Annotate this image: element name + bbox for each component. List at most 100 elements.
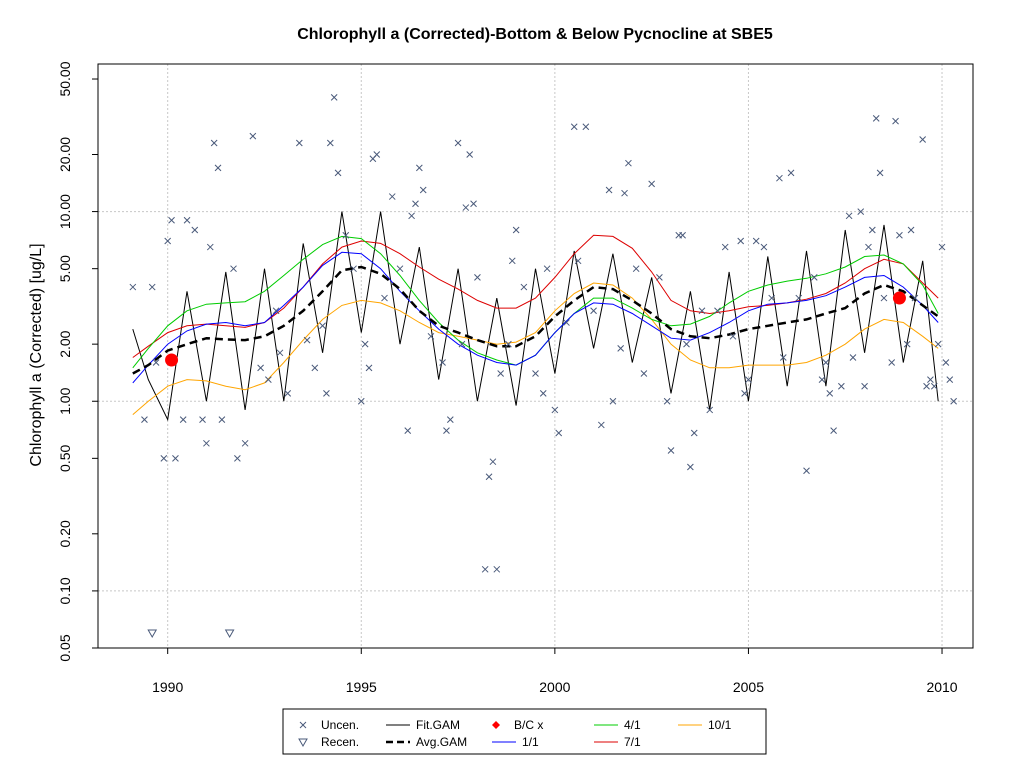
legend-label: B/C x bbox=[514, 718, 543, 732]
uncensored-point bbox=[427, 332, 435, 340]
uncensored-point bbox=[249, 132, 257, 140]
uncensored-point bbox=[481, 565, 489, 573]
uncensored-point bbox=[396, 265, 404, 273]
uncensored-point bbox=[760, 243, 768, 251]
y-axis-label: Chlorophyll a (Corrected) [ug/L] bbox=[28, 243, 45, 466]
uncensored-point bbox=[470, 200, 477, 208]
y-tick-label: 0.05 bbox=[57, 634, 73, 661]
uncensored-point bbox=[698, 307, 706, 315]
uncensored-point bbox=[454, 139, 462, 147]
uncensored-point bbox=[617, 345, 625, 352]
legend: Uncen. Recen. Fit.GAM Avg.GAM B/C x 1/1 4/1 7/1… bbox=[282, 708, 767, 755]
uncensored-point bbox=[919, 136, 927, 143]
legend-item: Uncen. bbox=[299, 718, 359, 732]
legend-label: 7/1 bbox=[624, 735, 641, 749]
uncensored-point bbox=[950, 397, 957, 405]
uncensored-point bbox=[419, 186, 427, 194]
uncensored-point bbox=[721, 243, 729, 251]
uncensored-point bbox=[485, 473, 493, 481]
uncensored-point bbox=[497, 370, 505, 377]
uncensored-point bbox=[868, 226, 876, 234]
uncensored-point bbox=[408, 212, 415, 220]
legend-item: 4/1 bbox=[594, 718, 641, 732]
legend-box bbox=[282, 708, 767, 755]
uncensored-point bbox=[462, 204, 470, 211]
uncensored-point bbox=[555, 429, 563, 437]
y-tick-label: 0.10 bbox=[57, 577, 73, 604]
uncensored-point bbox=[361, 340, 369, 348]
uncensored-point bbox=[609, 397, 617, 405]
uncensored-point bbox=[946, 376, 954, 383]
legend-label: 4/1 bbox=[624, 718, 641, 732]
uncensored-point bbox=[206, 243, 214, 251]
uncensored-point bbox=[830, 427, 837, 434]
uncensored-point bbox=[532, 370, 539, 377]
uncensored-point bbox=[605, 186, 613, 194]
uncensored-point bbox=[865, 243, 872, 251]
uncensored-point bbox=[164, 237, 172, 245]
uncensored-point bbox=[183, 216, 191, 224]
uncensored-point bbox=[849, 354, 857, 361]
x-tick-label: 2005 bbox=[733, 679, 764, 695]
uncensored-point bbox=[667, 447, 675, 454]
uncensored-point bbox=[265, 376, 272, 383]
y-tick-label: 0.50 bbox=[57, 445, 73, 472]
uncensored-point bbox=[582, 123, 590, 131]
uncensored-point bbox=[214, 164, 222, 172]
legend-symbol-x bbox=[299, 721, 307, 729]
uncensored-point bbox=[795, 294, 803, 302]
uncensored-point bbox=[152, 359, 160, 366]
uncensored-point bbox=[880, 294, 888, 302]
legend-item: 10/1 bbox=[678, 718, 732, 732]
uncensored-point bbox=[896, 231, 903, 239]
uncensored-point bbox=[640, 370, 648, 377]
uncensored-point bbox=[323, 390, 330, 397]
uncensored-point bbox=[810, 274, 818, 281]
uncensored-point bbox=[388, 193, 396, 200]
uncensored-point bbox=[404, 427, 412, 434]
uncensored-point bbox=[199, 416, 206, 423]
series-layer bbox=[129, 94, 957, 638]
legend-item: Recen. bbox=[298, 735, 359, 749]
uncensored-point bbox=[330, 94, 338, 101]
uncensored-point bbox=[446, 416, 454, 423]
uncensored-point bbox=[679, 231, 686, 239]
uncensored-point bbox=[191, 226, 199, 234]
uncensored-point bbox=[892, 117, 899, 125]
uncensored-point bbox=[838, 382, 845, 390]
uncensored-point bbox=[276, 349, 284, 357]
uncensored-point bbox=[551, 406, 559, 414]
uncensored-point bbox=[745, 376, 752, 383]
uncensored-point bbox=[683, 340, 690, 348]
legend-item: Fit.GAM bbox=[386, 718, 460, 732]
legend-item: 7/1 bbox=[594, 735, 641, 749]
uncensored-point bbox=[752, 237, 760, 245]
uncensored-point bbox=[342, 231, 350, 239]
uncensored-point bbox=[876, 169, 884, 177]
uncensored-point bbox=[319, 322, 326, 330]
bc-point bbox=[892, 291, 906, 305]
uncensored-point bbox=[458, 340, 466, 348]
uncensored-point bbox=[570, 123, 578, 131]
x-tick-label: 2010 bbox=[926, 679, 957, 695]
legend-item: Avg.GAM bbox=[386, 735, 467, 749]
uncensored-point bbox=[493, 565, 501, 573]
uncensored-point bbox=[415, 164, 423, 172]
uncensored-point bbox=[326, 139, 334, 147]
uncensored-point bbox=[357, 397, 365, 405]
y-tick-label: 2.00 bbox=[57, 330, 73, 357]
axes-layer: 1990 1995 2000 2005 2010 0.05 0.10 0.20 0.50 1.00… bbox=[57, 61, 974, 695]
uncensored-point bbox=[381, 294, 388, 302]
legend-item: B/C x bbox=[492, 718, 543, 732]
uncensored-point bbox=[822, 359, 830, 366]
uncensored-point bbox=[218, 416, 226, 423]
chart-title: Chlorophyll a (Corrected)-Bottom & Below… bbox=[297, 26, 773, 43]
uncensored-point bbox=[489, 458, 497, 466]
legend-symbol-diamond bbox=[492, 721, 500, 729]
legend-label: Recen. bbox=[321, 735, 359, 749]
y-tick-label: 50.00 bbox=[57, 61, 73, 96]
uncensored-point bbox=[776, 174, 783, 182]
uncensored-point bbox=[656, 274, 663, 281]
uncensored-point bbox=[129, 283, 137, 291]
